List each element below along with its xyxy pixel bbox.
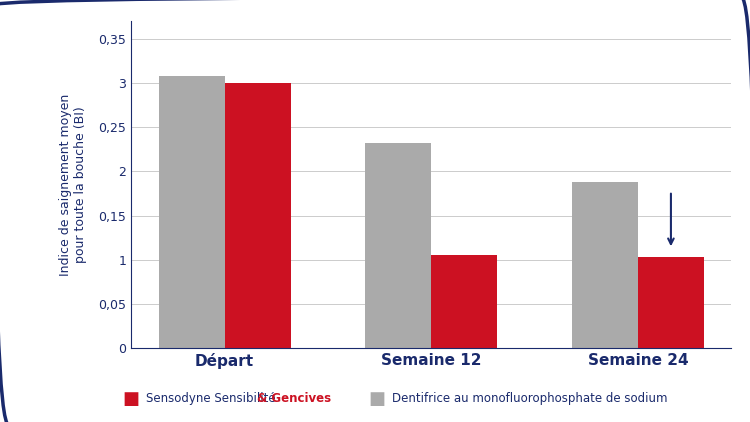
Bar	[638, 257, 704, 348]
Bar	[225, 83, 291, 348]
Bar	[431, 255, 497, 348]
Text: ■: ■	[123, 390, 140, 408]
Bar	[572, 182, 638, 348]
Text: Dentifrice au monofluorophosphate de sodium: Dentifrice au monofluorophosphate de sod…	[392, 392, 667, 405]
Bar	[158, 76, 225, 348]
Text: Sensodyne Sensibilité: Sensodyne Sensibilité	[146, 392, 280, 405]
Y-axis label: Indice de saignement moyen
pour toute la bouche (BI): Indice de saignement moyen pour toute la…	[59, 94, 87, 276]
Bar	[365, 143, 431, 348]
Text: & Gencives: & Gencives	[257, 392, 332, 405]
Text: ■: ■	[368, 390, 385, 408]
